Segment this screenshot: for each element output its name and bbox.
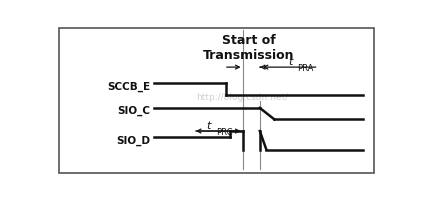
Text: $t$: $t$ bbox=[206, 119, 213, 131]
Text: SCCB_E: SCCB_E bbox=[107, 81, 151, 92]
Text: Transmission: Transmission bbox=[203, 49, 294, 62]
Text: SIO_D: SIO_D bbox=[117, 136, 151, 146]
Text: $t$: $t$ bbox=[288, 55, 294, 67]
Text: Start of: Start of bbox=[221, 34, 275, 47]
Text: PRA: PRA bbox=[297, 64, 314, 73]
Text: PRC: PRC bbox=[216, 128, 232, 137]
Text: http://blog.csdn.net/: http://blog.csdn.net/ bbox=[196, 93, 288, 102]
Text: SIO_C: SIO_C bbox=[117, 106, 151, 116]
